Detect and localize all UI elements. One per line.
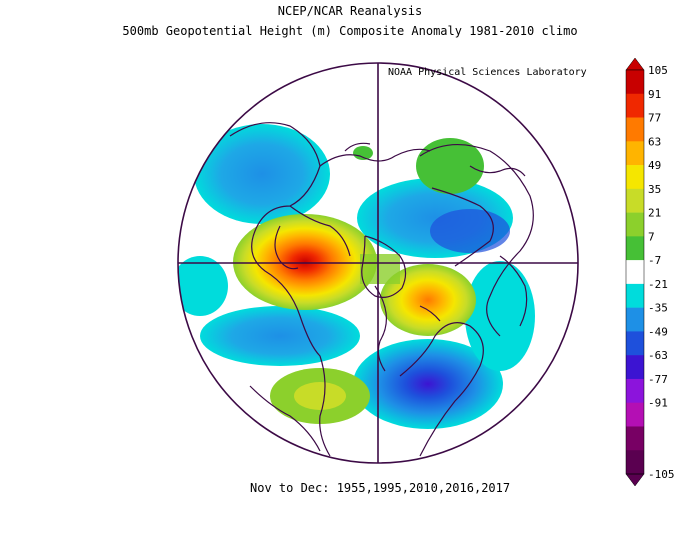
colorbar-swatch [626,378,644,404]
colorbar-swatch [626,450,644,475]
colorbar-tick-label: 63 [648,135,661,148]
colorbar-tick-label: -35 [648,302,668,315]
credit-label: NOAA Physical Sciences Laboratory [388,67,587,78]
colorbar-tick-label: -7 [648,254,661,267]
colorbar-swatch [626,331,644,356]
colorbar: 105 91 77 63 49 35 21 7 -7 -21 -35 -49 -63 -77 -91 -105 [625,57,675,487]
colorbar-tick-label: 91 [648,88,661,101]
anomaly-negative-alaska [194,124,330,224]
colorbar-tick-label: 49 [648,159,661,172]
anomaly-negative-east-asia [430,209,510,253]
colorbar-swatch [626,402,644,427]
colorbar-tick-label: -49 [648,325,668,338]
colorbar-tick-label: 21 [648,207,661,220]
colorbar-swatch [626,188,644,213]
colorbar-top-arrow [625,57,645,71]
colorbar-swatch [626,93,644,118]
colorbar-tick-label: 35 [648,183,661,196]
colorbar-swatch [626,426,644,451]
map-boundary [177,62,579,464]
anomaly-field [178,63,578,463]
anomaly-negative-atlantic [353,339,503,429]
colorbar-swatch [626,236,644,261]
colorbar-tick-label: -63 [648,349,668,362]
colorbar-tick-label: 77 [648,112,661,125]
colorbar-swatch [626,117,644,142]
colorbar-swatch [626,141,644,166]
anomaly-positive-kara [416,138,484,194]
colorbar-tick-label: -105 [648,468,675,481]
polar-anomaly-map [177,62,579,464]
colorbar-tick-label: -77 [648,373,668,386]
colorbar-tick-label: -91 [648,397,668,410]
colorbar-bottom-arrow [625,473,645,487]
colorbar-swatch [626,283,644,308]
anomaly-positive-arctic-small [353,146,373,160]
colorbar-swatch [626,212,644,237]
anomaly-negative-pacific-west [178,256,228,316]
colorbar-swatch [626,70,644,95]
colorbar-swatch [626,355,644,380]
anomaly-positive-beaufort [233,214,377,310]
colorbar-tick-label: 7 [648,230,655,243]
colorbar-tick-label: 105 [648,64,668,77]
period-footer: Nov to Dec: 1955,1995,2010,2016,2017 [250,481,511,495]
coastlines [229,122,534,457]
title-line-2: 500mb Geopotential Height (m) Composite … [122,24,578,38]
anomaly-negative-north-pacific [200,306,360,366]
colorbar-tick-label: -21 [648,278,668,291]
colorbar-swatch [626,307,644,332]
colorbar-swatch [626,260,644,285]
title-line-1: NCEP/NCAR Reanalysis [277,4,423,18]
colorbar-swatch [626,165,644,190]
